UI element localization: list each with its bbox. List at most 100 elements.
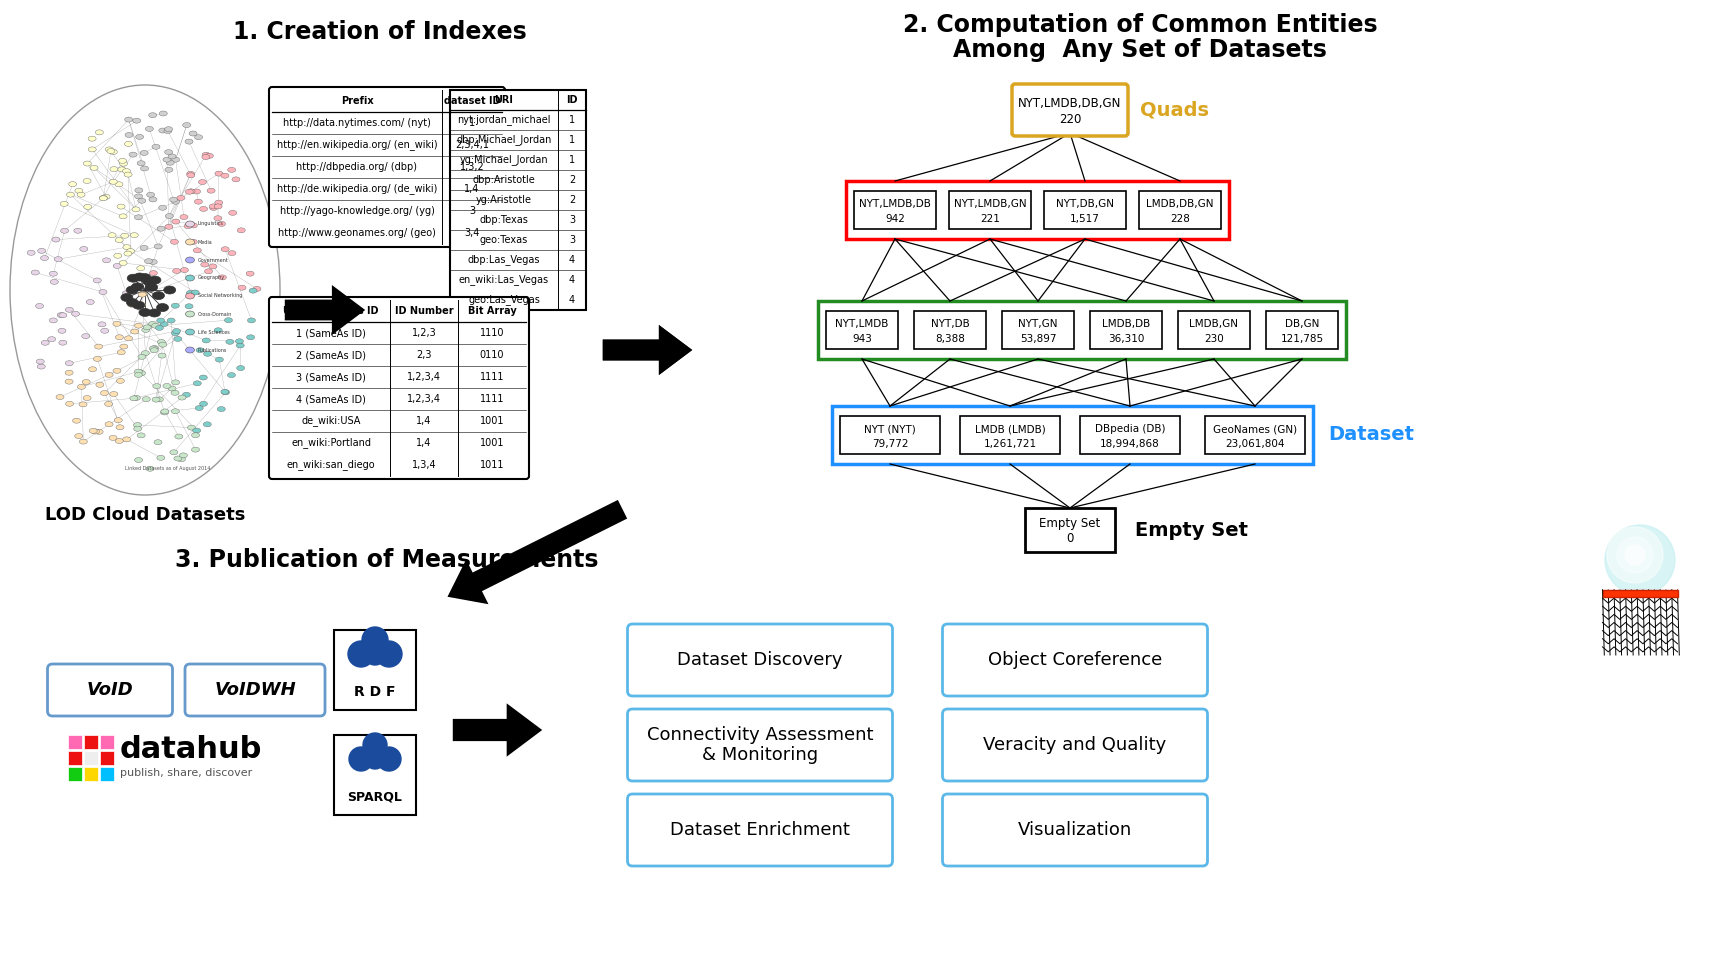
Ellipse shape — [148, 309, 160, 317]
Text: Government: Government — [198, 258, 228, 263]
Ellipse shape — [170, 197, 177, 202]
Ellipse shape — [113, 417, 122, 422]
Ellipse shape — [180, 268, 189, 272]
Ellipse shape — [228, 211, 237, 216]
Ellipse shape — [136, 134, 144, 139]
Text: 1: 1 — [469, 118, 476, 128]
Ellipse shape — [110, 149, 117, 155]
Ellipse shape — [186, 347, 194, 353]
Ellipse shape — [139, 291, 148, 297]
Ellipse shape — [67, 192, 74, 197]
Text: http://www.geonames.org/ (geo): http://www.geonames.org/ (geo) — [278, 228, 436, 238]
Ellipse shape — [151, 144, 160, 149]
Ellipse shape — [165, 168, 174, 172]
FancyBboxPatch shape — [627, 624, 892, 696]
Ellipse shape — [65, 370, 74, 375]
Ellipse shape — [203, 421, 211, 427]
Ellipse shape — [156, 226, 165, 231]
Ellipse shape — [149, 270, 158, 275]
Text: 3. Publication of Measurements: 3. Publication of Measurements — [175, 548, 598, 572]
Ellipse shape — [10, 85, 280, 495]
Ellipse shape — [52, 237, 60, 242]
Text: 2 (SameAs ID): 2 (SameAs ID) — [295, 350, 366, 360]
Text: Life Sciences: Life Sciences — [198, 329, 230, 334]
Ellipse shape — [151, 346, 158, 351]
Ellipse shape — [137, 161, 144, 166]
Ellipse shape — [124, 245, 131, 250]
Ellipse shape — [186, 189, 194, 194]
Bar — [960, 416, 1060, 454]
Ellipse shape — [132, 119, 141, 123]
Text: NYT,DB,GN: NYT,DB,GN — [1057, 199, 1113, 209]
Circle shape — [364, 643, 387, 665]
Ellipse shape — [155, 440, 161, 445]
Ellipse shape — [132, 301, 144, 310]
Ellipse shape — [143, 277, 155, 285]
Circle shape — [376, 747, 400, 771]
Text: 2,3,4,1: 2,3,4,1 — [455, 140, 490, 150]
Text: 3 (SameAs ID): 3 (SameAs ID) — [295, 372, 366, 382]
Ellipse shape — [228, 168, 235, 172]
Text: Prefix: Prefix — [340, 96, 373, 106]
Ellipse shape — [119, 159, 127, 164]
Ellipse shape — [179, 453, 187, 458]
Ellipse shape — [203, 338, 210, 343]
Text: 1,261,721: 1,261,721 — [983, 439, 1036, 449]
Ellipse shape — [100, 391, 108, 396]
Text: 942: 942 — [885, 214, 905, 224]
Ellipse shape — [215, 204, 222, 209]
Ellipse shape — [119, 167, 125, 172]
Ellipse shape — [149, 260, 158, 265]
Text: 1001: 1001 — [479, 416, 505, 426]
Text: Empty Set: Empty Set — [1136, 520, 1247, 540]
Ellipse shape — [76, 433, 82, 439]
Bar — [1089, 311, 1161, 349]
Ellipse shape — [96, 382, 103, 387]
Bar — [1045, 191, 1125, 229]
Ellipse shape — [165, 150, 172, 155]
Text: 3: 3 — [569, 235, 576, 245]
FancyBboxPatch shape — [270, 87, 505, 247]
Ellipse shape — [167, 318, 175, 323]
Text: NYT,LMDB,GN: NYT,LMDB,GN — [953, 199, 1026, 209]
Ellipse shape — [113, 368, 120, 373]
Text: DBpedia (DB): DBpedia (DB) — [1094, 424, 1165, 434]
Text: Among  Any Set of Datasets: Among Any Set of Datasets — [953, 38, 1326, 62]
Ellipse shape — [179, 395, 186, 400]
Ellipse shape — [186, 290, 194, 295]
Bar — [450, 90, 586, 310]
Text: 1 (SameAs ID): 1 (SameAs ID) — [295, 328, 366, 338]
Ellipse shape — [77, 192, 86, 197]
Text: 18,994,868: 18,994,868 — [1100, 439, 1160, 449]
Ellipse shape — [65, 308, 74, 313]
Ellipse shape — [122, 437, 131, 442]
Ellipse shape — [187, 425, 196, 430]
Ellipse shape — [192, 189, 201, 194]
Bar — [84, 767, 98, 781]
Ellipse shape — [122, 291, 131, 296]
Ellipse shape — [72, 312, 79, 317]
Ellipse shape — [139, 273, 151, 281]
Bar — [1002, 311, 1074, 349]
Ellipse shape — [158, 205, 167, 211]
Text: nyt:jordan_michael: nyt:jordan_michael — [457, 115, 551, 125]
Ellipse shape — [134, 369, 143, 374]
FancyBboxPatch shape — [186, 664, 325, 716]
Ellipse shape — [79, 402, 88, 407]
Ellipse shape — [149, 346, 158, 351]
Ellipse shape — [134, 188, 143, 193]
Circle shape — [362, 733, 387, 757]
Ellipse shape — [235, 339, 244, 344]
Ellipse shape — [134, 372, 143, 377]
Ellipse shape — [57, 395, 64, 400]
Bar — [100, 751, 113, 765]
Ellipse shape — [194, 248, 201, 253]
Text: 2: 2 — [569, 175, 576, 185]
Ellipse shape — [120, 161, 127, 167]
Text: 1,517: 1,517 — [1070, 214, 1100, 224]
Ellipse shape — [110, 179, 117, 184]
FancyBboxPatch shape — [943, 709, 1208, 781]
Ellipse shape — [208, 188, 215, 193]
Ellipse shape — [117, 378, 124, 383]
Ellipse shape — [141, 151, 148, 156]
